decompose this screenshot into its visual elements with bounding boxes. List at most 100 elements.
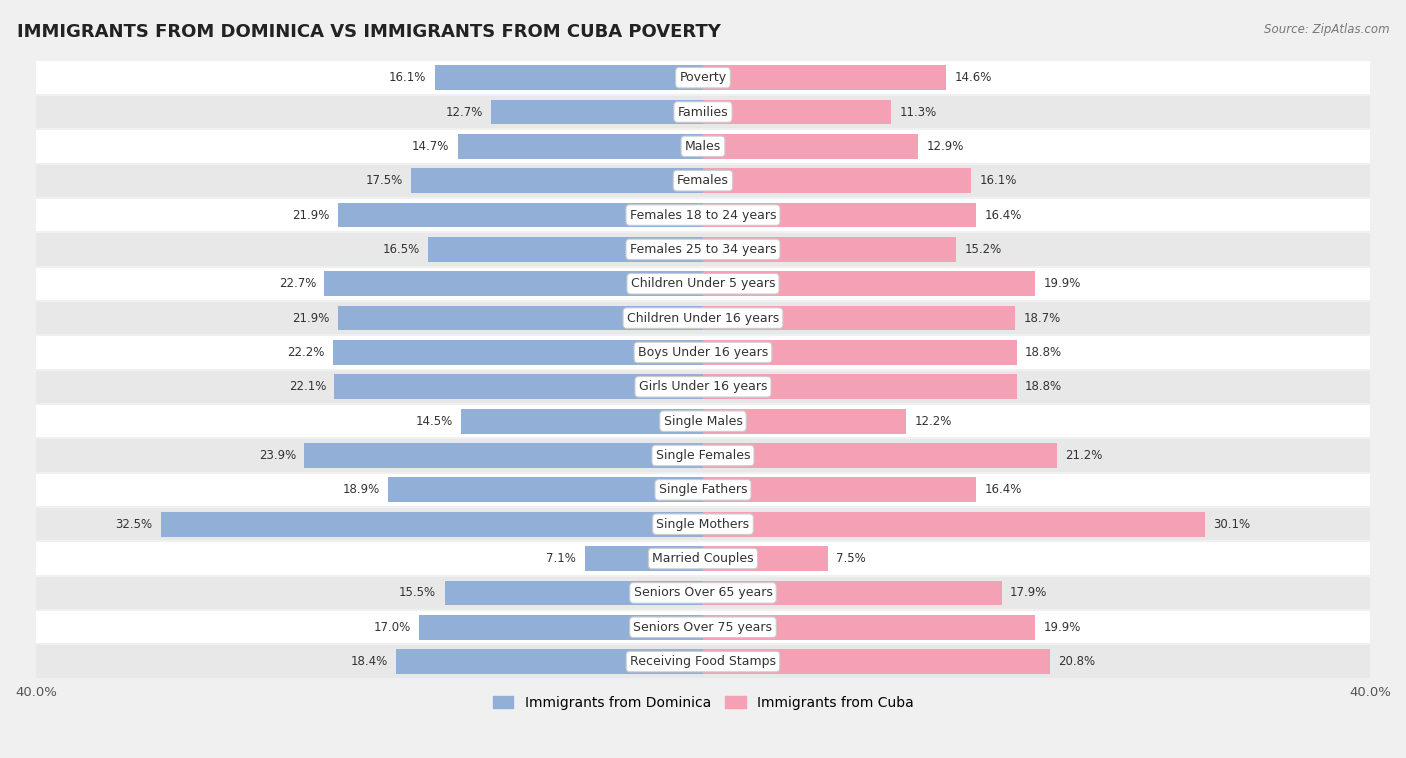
Bar	[703, 374, 1017, 399]
Bar	[37, 95, 1369, 129]
Text: 23.9%: 23.9%	[259, 449, 297, 462]
Text: Females: Females	[678, 174, 728, 187]
Bar	[388, 478, 703, 503]
Text: 16.1%: 16.1%	[980, 174, 1017, 187]
Bar	[411, 168, 703, 193]
Bar	[37, 438, 1369, 473]
Text: 20.8%: 20.8%	[1059, 655, 1095, 668]
Bar	[37, 198, 1369, 232]
Text: Poverty: Poverty	[679, 71, 727, 84]
Bar	[419, 615, 703, 640]
Text: 12.2%: 12.2%	[915, 415, 952, 428]
Bar	[703, 168, 972, 193]
Text: 18.8%: 18.8%	[1025, 381, 1062, 393]
Bar	[37, 267, 1369, 301]
Bar	[703, 478, 977, 503]
Text: 30.1%: 30.1%	[1213, 518, 1250, 531]
Text: 14.6%: 14.6%	[955, 71, 993, 84]
Text: 19.9%: 19.9%	[1043, 277, 1081, 290]
Text: 18.7%: 18.7%	[1024, 312, 1060, 324]
Bar	[37, 301, 1369, 335]
Bar	[703, 65, 946, 90]
Text: 11.3%: 11.3%	[900, 105, 936, 118]
Bar	[703, 547, 828, 571]
Text: Receiving Food Stamps: Receiving Food Stamps	[630, 655, 776, 668]
Bar	[703, 305, 1015, 330]
Text: Single Fathers: Single Fathers	[659, 484, 747, 496]
Bar	[585, 547, 703, 571]
Bar	[703, 512, 1205, 537]
Bar	[703, 134, 918, 158]
Bar	[325, 271, 703, 296]
Bar	[703, 271, 1035, 296]
Bar	[162, 512, 703, 537]
Text: 14.7%: 14.7%	[412, 140, 450, 153]
Text: 12.7%: 12.7%	[446, 105, 482, 118]
Bar	[305, 443, 703, 468]
Text: 18.9%: 18.9%	[342, 484, 380, 496]
Text: Single Males: Single Males	[664, 415, 742, 428]
Text: 7.5%: 7.5%	[837, 552, 866, 565]
Text: 16.5%: 16.5%	[382, 243, 419, 256]
Bar	[37, 61, 1369, 95]
Text: Boys Under 16 years: Boys Under 16 years	[638, 346, 768, 359]
Bar	[337, 202, 703, 227]
Bar	[703, 340, 1017, 365]
Bar	[703, 202, 977, 227]
Text: 17.5%: 17.5%	[366, 174, 404, 187]
Text: 22.1%: 22.1%	[288, 381, 326, 393]
Text: Children Under 5 years: Children Under 5 years	[631, 277, 775, 290]
Text: 18.4%: 18.4%	[350, 655, 388, 668]
Text: 16.4%: 16.4%	[984, 484, 1022, 496]
Bar	[337, 305, 703, 330]
Text: 7.1%: 7.1%	[547, 552, 576, 565]
Bar	[491, 99, 703, 124]
Text: 12.9%: 12.9%	[927, 140, 965, 153]
Text: 22.7%: 22.7%	[278, 277, 316, 290]
Bar	[37, 576, 1369, 610]
Bar	[37, 232, 1369, 267]
Text: Females 18 to 24 years: Females 18 to 24 years	[630, 208, 776, 221]
Text: 21.9%: 21.9%	[292, 312, 329, 324]
Bar	[703, 615, 1035, 640]
Bar	[444, 581, 703, 605]
Text: 17.9%: 17.9%	[1010, 587, 1047, 600]
Bar	[703, 237, 956, 262]
Bar	[703, 650, 1050, 674]
Text: Seniors Over 65 years: Seniors Over 65 years	[634, 587, 772, 600]
Text: 14.5%: 14.5%	[416, 415, 453, 428]
Text: 16.4%: 16.4%	[984, 208, 1022, 221]
Legend: Immigrants from Dominica, Immigrants from Cuba: Immigrants from Dominica, Immigrants fro…	[486, 690, 920, 715]
Bar	[37, 644, 1369, 678]
Text: IMMIGRANTS FROM DOMINICA VS IMMIGRANTS FROM CUBA POVERTY: IMMIGRANTS FROM DOMINICA VS IMMIGRANTS F…	[17, 23, 721, 41]
Text: Children Under 16 years: Children Under 16 years	[627, 312, 779, 324]
Bar	[37, 473, 1369, 507]
Bar	[335, 374, 703, 399]
Text: 16.1%: 16.1%	[389, 71, 426, 84]
Bar	[37, 335, 1369, 370]
Bar	[703, 443, 1056, 468]
Text: 21.2%: 21.2%	[1064, 449, 1102, 462]
Text: Families: Families	[678, 105, 728, 118]
Bar	[461, 409, 703, 434]
Text: 21.9%: 21.9%	[292, 208, 329, 221]
Text: Females 25 to 34 years: Females 25 to 34 years	[630, 243, 776, 256]
Text: 15.5%: 15.5%	[399, 587, 436, 600]
Text: Males: Males	[685, 140, 721, 153]
Text: 32.5%: 32.5%	[115, 518, 153, 531]
Bar	[37, 370, 1369, 404]
Bar	[37, 541, 1369, 576]
Bar	[434, 65, 703, 90]
Text: 15.2%: 15.2%	[965, 243, 1002, 256]
Text: Seniors Over 75 years: Seniors Over 75 years	[634, 621, 772, 634]
Text: 19.9%: 19.9%	[1043, 621, 1081, 634]
Bar	[458, 134, 703, 158]
Text: Single Females: Single Females	[655, 449, 751, 462]
Bar	[703, 409, 907, 434]
Text: 18.8%: 18.8%	[1025, 346, 1062, 359]
Text: Girls Under 16 years: Girls Under 16 years	[638, 381, 768, 393]
Text: Source: ZipAtlas.com: Source: ZipAtlas.com	[1264, 23, 1389, 36]
Bar	[37, 404, 1369, 438]
Text: Single Mothers: Single Mothers	[657, 518, 749, 531]
Bar	[37, 129, 1369, 164]
